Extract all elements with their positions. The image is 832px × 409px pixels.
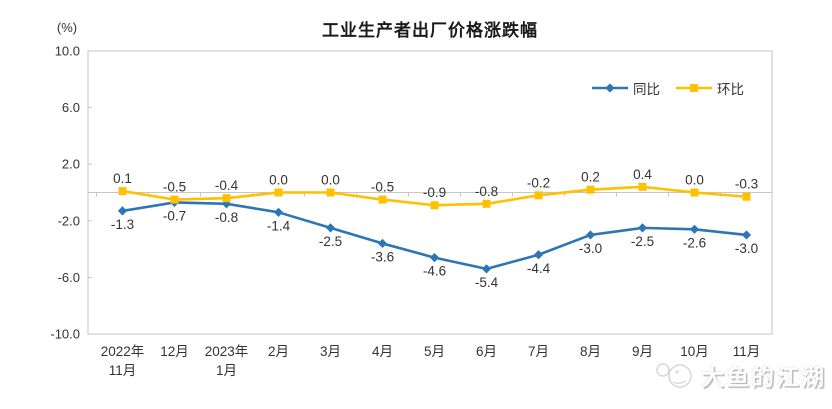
data-point-label: -3.0	[735, 241, 758, 256]
data-point-marker	[378, 195, 387, 204]
y-tick-label: -6.0	[58, 270, 80, 285]
data-point-label: -2.5	[631, 234, 654, 249]
data-point-marker	[689, 224, 700, 234]
legend-item: 环比	[676, 78, 744, 98]
data-point-marker	[117, 206, 128, 216]
x-tick-label: 6月	[476, 344, 497, 359]
x-tick-label: 2月	[268, 344, 289, 359]
x-tick-label: 2022年	[101, 344, 145, 359]
x-tick-label: 12月	[160, 344, 189, 359]
data-point-label: -1.4	[267, 218, 291, 233]
data-point-label: -5.4	[475, 275, 499, 290]
x-tick-label: 11月	[109, 363, 137, 378]
data-point-label: -0.5	[163, 180, 186, 195]
data-point-label: -0.7	[163, 208, 186, 223]
chart-legend: 同比 环比	[592, 78, 744, 98]
data-point-label: -0.3	[735, 177, 758, 192]
x-tick-label: 10月	[680, 344, 709, 359]
x-tick-label: 11月	[733, 344, 761, 359]
data-point-marker	[534, 191, 543, 200]
data-point-marker	[533, 250, 544, 260]
data-point-label: -0.8	[475, 184, 498, 199]
y-tick-label: -10.0	[50, 327, 80, 342]
data-point-marker	[741, 230, 752, 240]
data-point-label: -3.0	[579, 241, 602, 256]
x-tick-label: 9月	[632, 344, 653, 359]
data-point-label: -0.4	[215, 178, 239, 193]
data-point-marker	[690, 188, 699, 197]
y-tick-label: -2.0	[58, 213, 80, 228]
data-point-marker	[222, 194, 231, 203]
data-point-label: -2.6	[683, 235, 706, 250]
x-tick-label: 7月	[528, 344, 549, 359]
y-tick-label: 2.0	[62, 157, 80, 172]
legend-item: 同比	[592, 78, 660, 98]
data-point-marker	[742, 192, 751, 201]
x-tick-label: 3月	[320, 344, 341, 359]
x-tick-label: 1月	[216, 363, 237, 378]
data-point-label: 0.0	[269, 173, 288, 188]
data-point-label: -0.8	[215, 210, 238, 225]
data-point-marker	[118, 187, 127, 196]
data-point-marker	[586, 185, 595, 194]
data-point-marker	[273, 207, 284, 217]
x-tick-label: 5月	[424, 344, 445, 359]
data-point-marker	[326, 188, 335, 197]
x-tick-label: 4月	[372, 344, 393, 359]
data-point-label: 0.0	[685, 173, 704, 188]
data-point-marker	[585, 230, 596, 240]
legend-label: 同比	[633, 82, 660, 97]
legend-swatch-icon	[592, 83, 628, 93]
data-point-marker	[377, 238, 388, 249]
data-point-marker	[637, 223, 648, 233]
watermark: 大鱼的江湖	[653, 358, 826, 392]
data-point-marker	[170, 195, 179, 204]
fish-logo-icon	[656, 363, 692, 388]
data-point-label: -1.3	[111, 217, 134, 232]
data-point-label: 0.4	[633, 167, 652, 182]
legend-label: 环比	[717, 82, 744, 97]
legend-swatch-icon	[676, 84, 712, 92]
x-tick-label: 2023年	[205, 344, 249, 359]
data-point-marker	[430, 201, 439, 210]
data-point-label: 0.2	[581, 170, 600, 185]
y-tick-label: 6.0	[62, 100, 80, 115]
data-point-marker	[638, 182, 647, 191]
data-point-marker	[429, 252, 440, 263]
y-tick-label: 10.0	[55, 44, 80, 59]
data-point-label: 0.1	[113, 171, 132, 186]
data-point-label: -0.9	[423, 185, 446, 200]
chart-title: 工业生产者出厂价格涨跌幅	[322, 21, 538, 40]
data-point-marker	[325, 223, 336, 233]
data-point-label: -0.2	[527, 175, 550, 190]
watermark-text: 大鱼的江湖	[701, 364, 826, 390]
data-point-marker	[482, 199, 491, 208]
data-point-label: -4.6	[423, 264, 446, 279]
y-axis-unit-label: (%)	[56, 20, 78, 35]
data-point-label: -4.4	[527, 261, 551, 276]
data-point-label: -3.6	[371, 249, 394, 264]
data-point-label: 0.0	[321, 173, 340, 188]
data-point-marker	[481, 264, 492, 274]
data-point-label: -0.5	[371, 180, 394, 195]
x-tick-label: 8月	[580, 344, 601, 359]
data-point-marker	[274, 188, 283, 197]
data-point-label: -2.5	[319, 234, 342, 249]
